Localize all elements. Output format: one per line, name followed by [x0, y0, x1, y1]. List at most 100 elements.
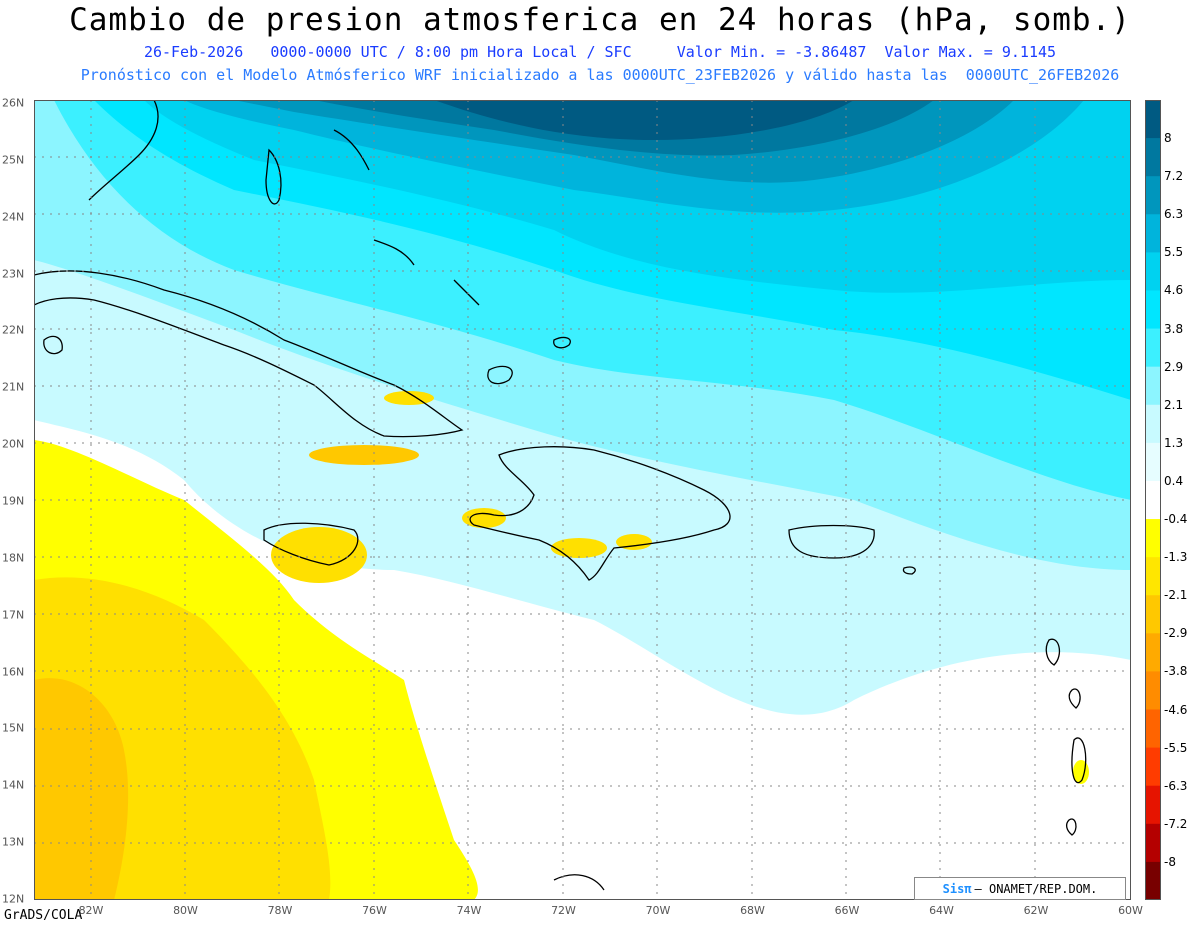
colorbar-tick-label: -3.8 [1164, 664, 1188, 679]
bahamas-3 [373, 239, 415, 266]
colorbar-swatch [1145, 633, 1161, 672]
longitude-label: 76W [362, 904, 387, 917]
colorbar-tick-label: -2.9 [1164, 626, 1188, 641]
longitude-label: 82W [78, 904, 104, 917]
virgin-islands [902, 566, 916, 575]
latitude-label: 16N [2, 665, 25, 679]
latitude-label: 22N [2, 323, 25, 337]
cuba-south-patch [309, 445, 419, 465]
longitude-label: 62W [1023, 904, 1049, 917]
latitude-label: 26N [2, 96, 25, 110]
longitude-label: 64W [929, 904, 954, 917]
credit-brand: Sisπ [942, 881, 972, 896]
latitude-label: 14N [2, 778, 25, 792]
pressure-change-map [34, 100, 1131, 900]
valid-time-line: 26-Feb-2026 0000-0000 UTC / 8:00 pm Hora… [143, 43, 1057, 61]
colorbar-tick-label: 6.3 [1164, 207, 1184, 222]
bahamas-4 [453, 279, 480, 306]
colorbar-tick-label: 7.2 [1164, 169, 1184, 184]
colorbar-tick-label: 5.5 [1164, 245, 1184, 260]
colorbar-swatch [1145, 366, 1161, 406]
longitude-label: 68W [740, 904, 765, 917]
colorbar-tick-label: 0.4 [1164, 473, 1184, 488]
isle-of-youth [43, 335, 63, 355]
colorbar-tick-label: -6.3 [1164, 778, 1188, 793]
colorbar-tick-label: -0.4 [1164, 512, 1188, 527]
colorbar-swatch [1145, 214, 1161, 253]
turks-caicos [553, 336, 571, 349]
colorbar-swatch [1145, 176, 1161, 215]
credit-box: Sisπ – ONAMET/REP.DOM. [914, 877, 1126, 900]
colorbar-tick-label: 4.6 [1164, 283, 1184, 298]
colorbar-tick-label: 8 [1164, 131, 1172, 146]
colorbar-swatch [1145, 709, 1161, 749]
jamaica-coast [263, 522, 359, 566]
longitude-label: 66W [834, 904, 860, 917]
colorbar-swatch [1145, 861, 1161, 900]
longitude-label: 72W [551, 904, 576, 917]
jamaica-patch [271, 527, 367, 583]
shade-band-9 [434, 100, 854, 140]
footer-software: GrADS/COLA [4, 908, 83, 923]
colorbar-tick-label: -8 [1164, 854, 1176, 869]
colorbar-swatch [1145, 404, 1161, 444]
bahamas-1 [265, 148, 282, 205]
colorbar-swatch [1145, 442, 1161, 482]
colorbar-tick-label: -5.5 [1164, 740, 1188, 755]
colorbar [1145, 100, 1161, 900]
colorbar-tick-label: 1.3 [1164, 435, 1184, 450]
hispaniola-patch [462, 508, 506, 528]
colorbar-swatch [1145, 671, 1161, 711]
hispaniola-coast [469, 446, 731, 581]
graticule [34, 100, 1131, 900]
florida-coast [88, 100, 159, 201]
colorbar-swatch [1145, 747, 1161, 787]
coastlines [34, 100, 1087, 891]
colorbar-swatch [1145, 100, 1161, 139]
latitude-label: 25N [2, 153, 25, 167]
credit-text: – ONAMET/REP.DOM. [974, 881, 1098, 896]
colorbar-tick-label: 3.8 [1164, 321, 1184, 336]
colorbar-swatch [1145, 519, 1161, 558]
colorbar-swatch [1145, 557, 1161, 596]
colorbar-frame [1145, 100, 1161, 900]
colorbar-swatch [1145, 595, 1161, 634]
latitude-label: 18N [2, 551, 25, 565]
colorbar-tick-label: -4.6 [1164, 702, 1188, 717]
puerto-rico-coast [788, 524, 875, 559]
colorbar-tick-label: 2.1 [1164, 397, 1184, 412]
colorbar-swatch [1145, 480, 1161, 520]
longitude-label: 80W [173, 904, 198, 917]
cuba-coast [34, 270, 464, 438]
lesser-antilles-3 [1071, 737, 1087, 784]
colorbar-tick-label: -1.3 [1164, 550, 1188, 565]
colorbar-tick-label: -7.2 [1164, 816, 1188, 831]
hispaniola-patch-2 [551, 538, 607, 558]
longitude-label: 70W [645, 904, 671, 917]
latitude-label: 15N [2, 721, 25, 735]
latitude-label: 19N [2, 494, 25, 508]
colorbar-swatch [1145, 138, 1161, 177]
lesser-antilles-1 [1045, 638, 1061, 666]
colorbar-tick-label: -2.1 [1164, 588, 1188, 603]
colorbar-swatch [1145, 290, 1161, 330]
colorbar-swatch [1145, 328, 1161, 368]
bahamas-2 [333, 129, 370, 171]
map-title: Cambio de presion atmosferica en 24 hora… [69, 2, 1131, 38]
latitude-label: 21N [2, 380, 25, 394]
latitude-label: 20N [2, 437, 25, 451]
latitude-label: 12N [2, 892, 25, 906]
longitude-label: 78W [267, 904, 293, 917]
colorbar-swatch [1145, 785, 1161, 825]
negative-region-core [34, 678, 129, 900]
inagua [487, 365, 513, 385]
lesser-antilles-2 [1068, 688, 1081, 709]
south-america-coast [553, 874, 605, 891]
colorbar-swatch [1145, 823, 1161, 863]
longitude-label: 74W [456, 904, 482, 917]
latitude-label: 24N [2, 210, 25, 224]
model-init-line: Pronóstico con el Modelo Atmósferico WRF… [80, 66, 1120, 84]
colorbar-tick-label: 2.9 [1164, 359, 1184, 374]
latitude-label: 23N [2, 267, 25, 281]
colorbar-swatch [1145, 252, 1161, 291]
